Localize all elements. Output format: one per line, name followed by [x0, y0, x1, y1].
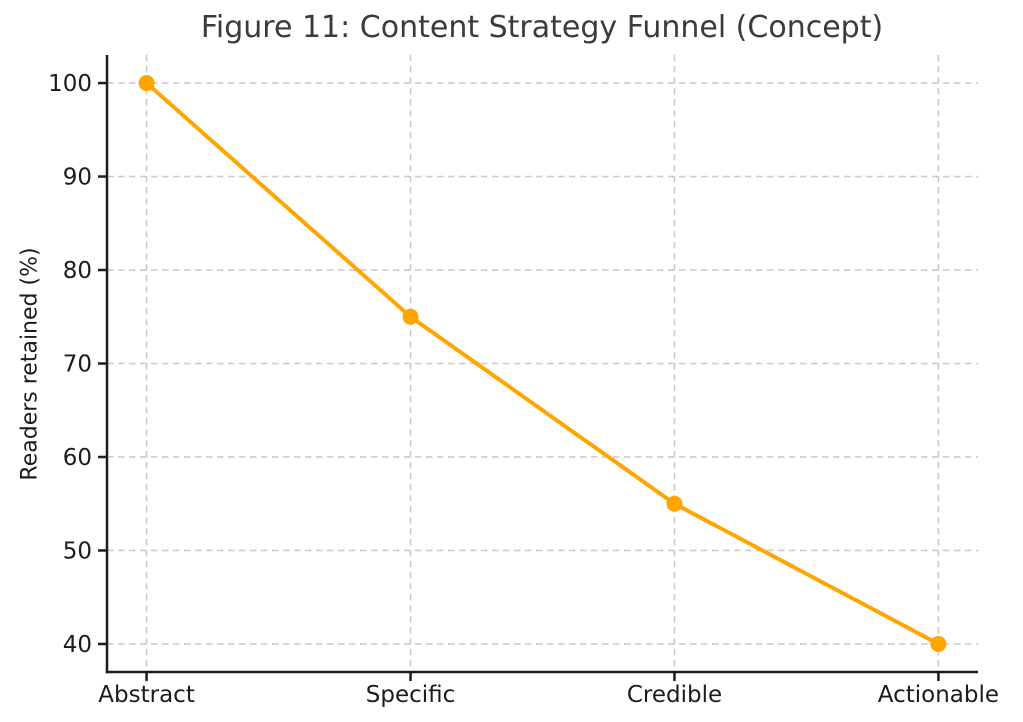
- x-tick-label: Credible: [627, 682, 722, 708]
- series-line: [144, 81, 941, 646]
- y-tick-label: 80: [63, 258, 92, 284]
- y-tick-label: 100: [48, 71, 92, 97]
- data-point-abstract: [138, 75, 155, 92]
- y-tick-label: 90: [63, 165, 92, 191]
- x-tick-label: Actionable: [878, 682, 999, 708]
- data-point-actionable: [930, 635, 947, 652]
- y-tick-label: 70: [63, 352, 92, 378]
- x-tick-label: Abstract: [98, 682, 195, 708]
- y-tick-label: 60: [63, 445, 92, 471]
- data-point-credible: [666, 495, 683, 512]
- x-tick-label: Specific: [366, 682, 456, 708]
- y-tick-label: 50: [63, 538, 92, 564]
- data-point-specific: [402, 308, 419, 325]
- y-tick-label: 40: [63, 632, 92, 658]
- chart-title: Figure 11: Content Strategy Funnel (Conc…: [200, 10, 884, 45]
